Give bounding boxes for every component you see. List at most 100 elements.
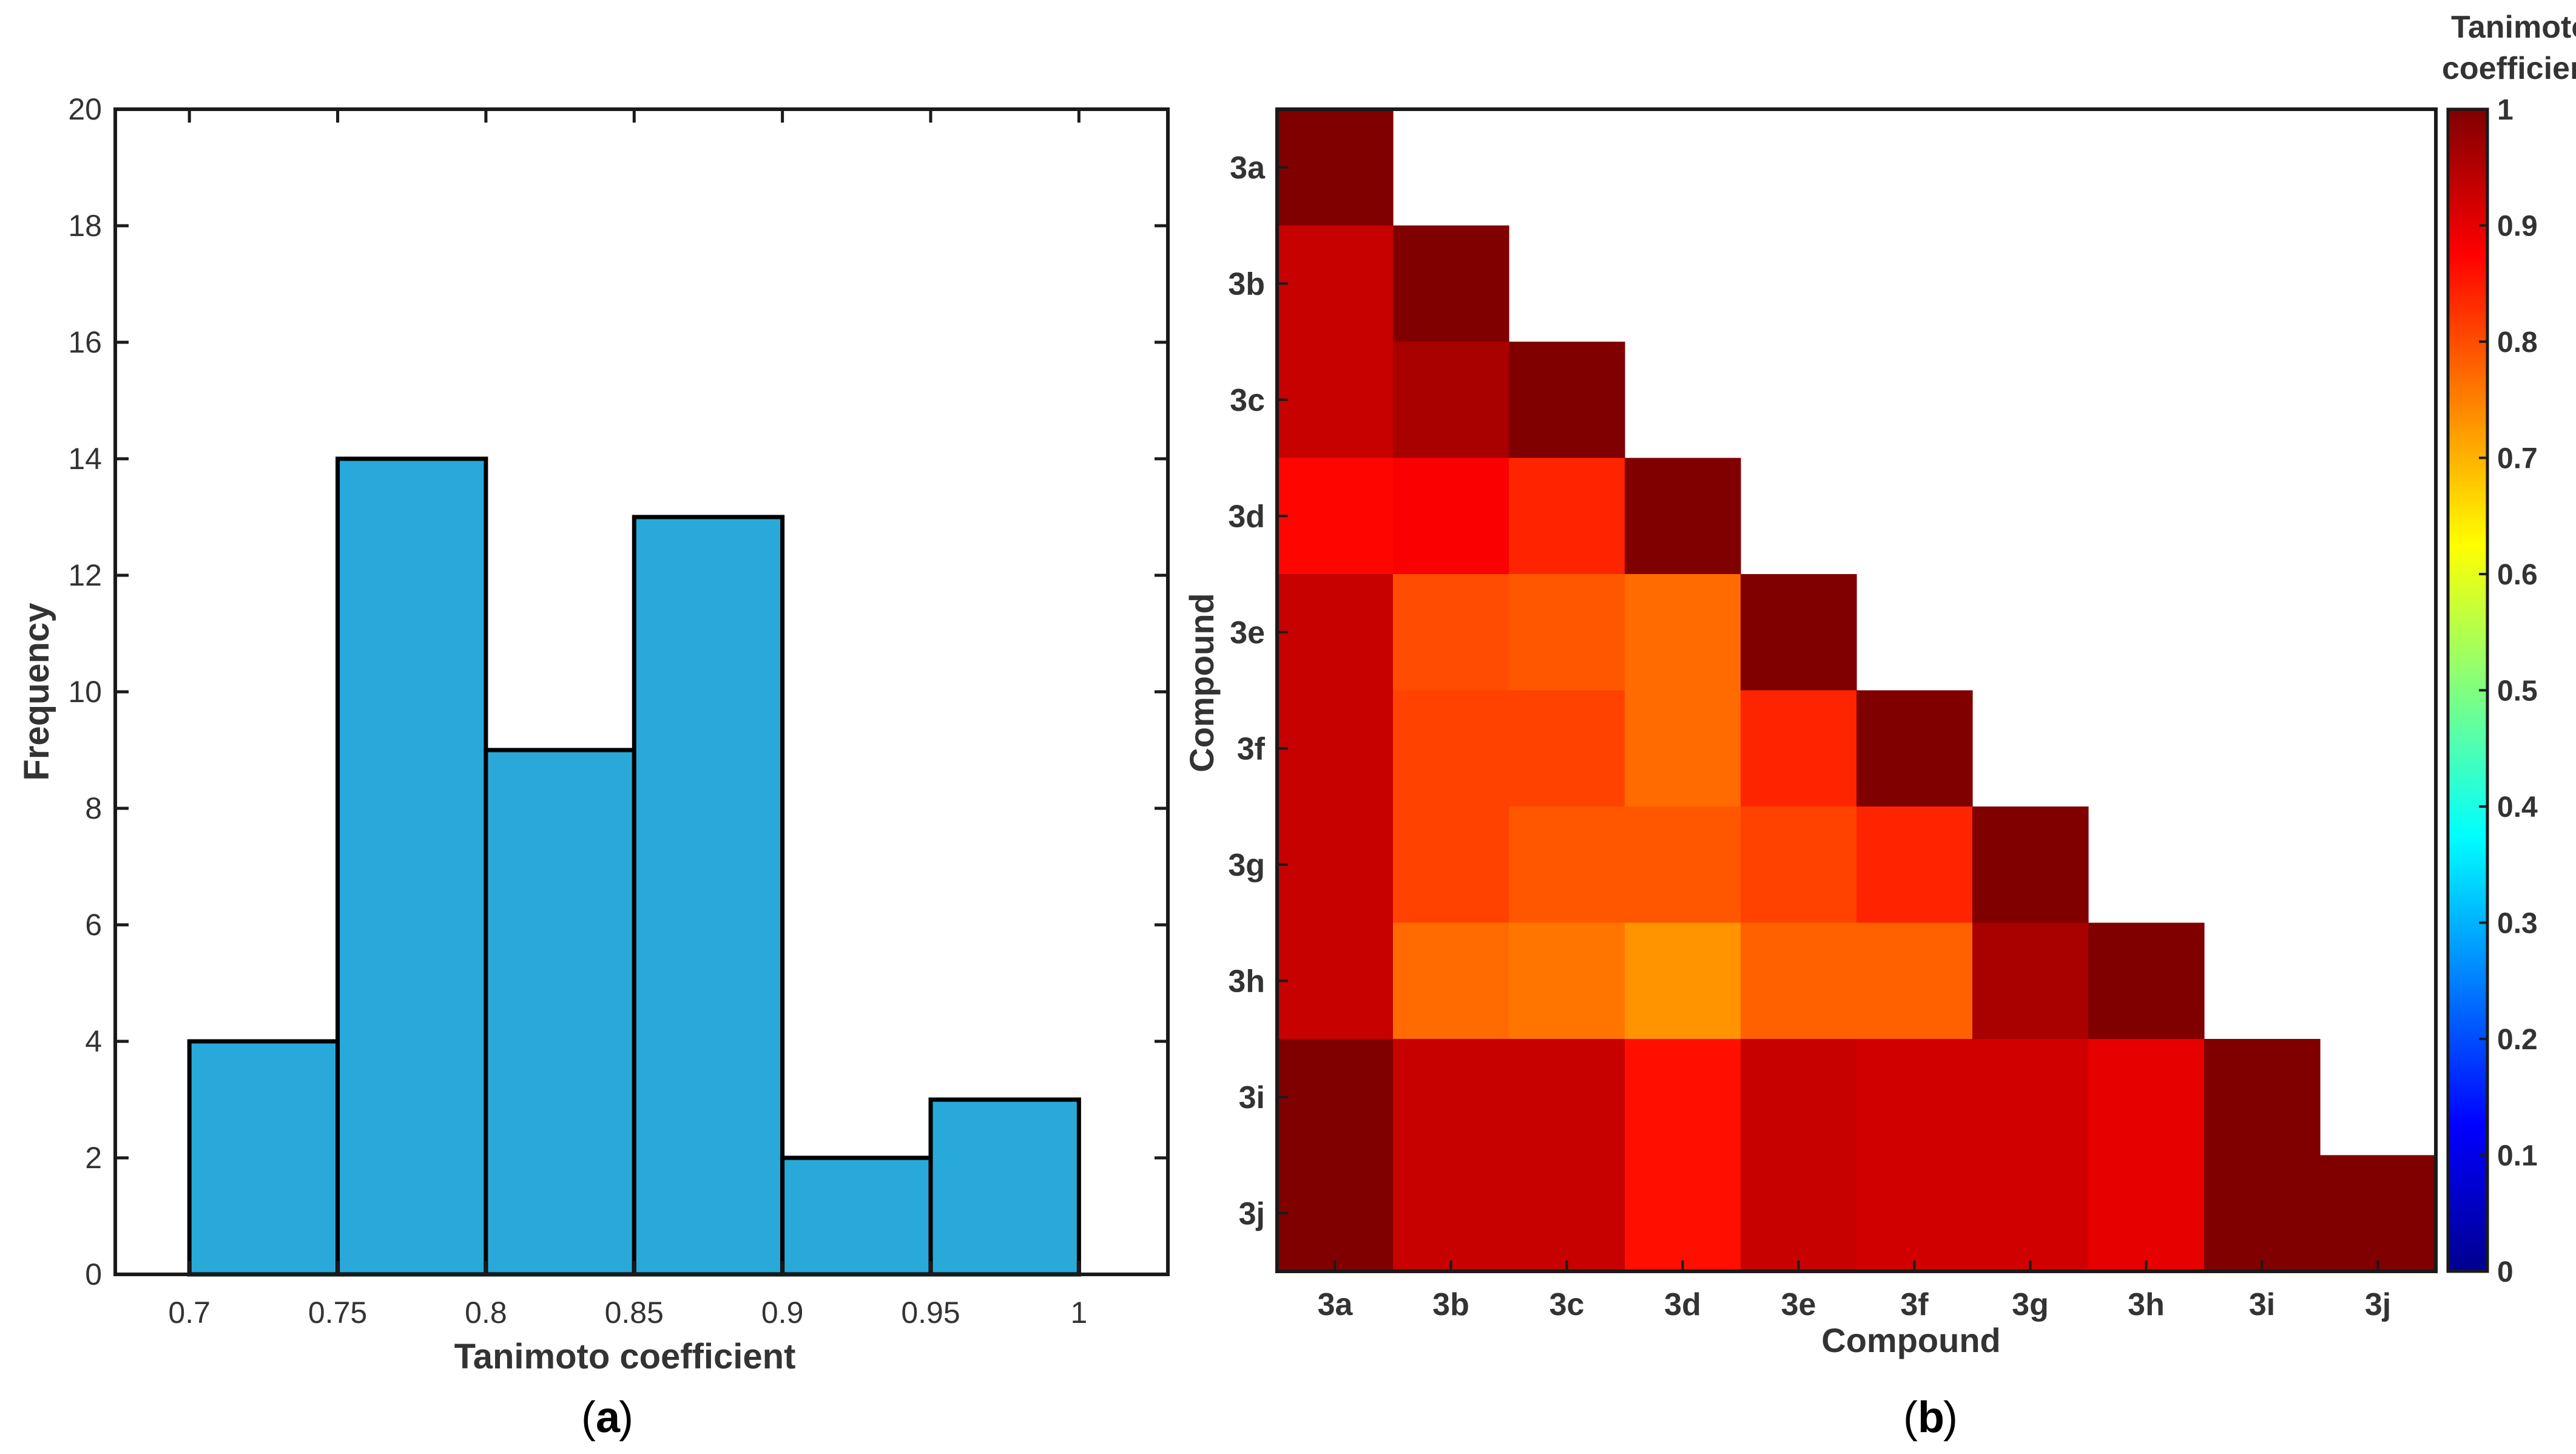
- colorbar-tick-label: 0.8: [2497, 326, 2538, 359]
- colorbar-title-line1: Tanimoto: [2451, 10, 2576, 45]
- heatmap-cell: [1509, 1155, 1625, 1272]
- heatmap-x-tick-label: 3i: [2249, 1287, 2275, 1322]
- heatmap-cell: [1393, 922, 1509, 1040]
- histogram-y-tick-label: 2: [85, 1141, 102, 1175]
- histogram-bar: [335, 456, 488, 1277]
- heatmap-panel: 3a 3a 3b 3b 3c 3c 3d 3d 3e 3e 3f 3f 3g 3g 3h 3h 3i 3i 3j 3j…: [1182, 10, 2576, 1442]
- colorbar-tick-label: 0.9: [2497, 211, 2538, 243]
- heatmap-cell: [1393, 225, 1509, 342]
- histogram-y-tick-label: 18: [68, 209, 102, 243]
- histogram-y-tick-label: 8: [85, 791, 102, 825]
- heatmap-y-tick-label: 3b: [1228, 266, 1265, 302]
- heatmap-y-axis-label: Compound: [1182, 593, 1221, 772]
- heatmap-cell: [1741, 574, 1857, 691]
- histogram-y-tick-label: 12: [68, 558, 102, 592]
- heatmap-cell: [1277, 342, 1394, 459]
- heatmap-y-tick-label: 3e: [1230, 615, 1265, 651]
- heatmap-cell: [1277, 458, 1394, 575]
- histogram-y-tick-label: 14: [68, 442, 102, 476]
- heatmap-cell: [1972, 1155, 2089, 1272]
- heatmap-cell: [1277, 922, 1394, 1040]
- histogram-y-axis-label: Frequency: [17, 603, 56, 780]
- heatmap-cell: [1972, 1039, 2089, 1156]
- heatmap-cell: [1277, 690, 1394, 807]
- heatmap-cells: [1277, 109, 2436, 1272]
- heatmap-y-tick-label: 3a: [1230, 150, 1266, 186]
- heatmap-y-tick-label: 3i: [1239, 1080, 1265, 1115]
- heatmap-y-tick-label: 3d: [1228, 499, 1265, 534]
- heatmap-cell: [1856, 690, 1973, 807]
- colorbar-tick-label: 0.4: [2497, 791, 2538, 823]
- heatmap-y-tick-label: 3f: [1237, 731, 1266, 766]
- heatmap-cell: [1625, 806, 1741, 924]
- histogram-bar: [632, 515, 785, 1277]
- heatmap-cell: [1625, 1039, 1741, 1156]
- heatmap-cell: [1277, 225, 1394, 342]
- panel-a-caption: ( a ): [581, 1393, 633, 1442]
- heatmap-cell: [1856, 806, 1973, 924]
- colorbar-tick-label: 0.6: [2497, 559, 2538, 591]
- histogram-bar: [484, 748, 636, 1277]
- heatmap-cell: [1625, 922, 1741, 1040]
- histogram-y-tick-label: 4: [85, 1024, 102, 1058]
- colorbar-tick-label: 0: [2497, 1256, 2514, 1288]
- histogram-x-tick-label: 0.9: [761, 1296, 804, 1330]
- heatmap-cell: [1625, 1155, 1741, 1272]
- colorbar-tick-label: 0.7: [2497, 443, 2538, 475]
- panel-b-letter: b: [1918, 1393, 1944, 1442]
- histogram-bar: [780, 1155, 933, 1277]
- heatmap-cell: [1509, 342, 1625, 459]
- heatmap-cell: [1277, 1039, 1394, 1156]
- heatmap-cell: [2088, 1039, 2205, 1156]
- histogram-x-tick-label: 0.7: [168, 1296, 211, 1330]
- heatmap-cell: [1509, 922, 1625, 1040]
- histogram-y-tick-label: 20: [68, 92, 102, 126]
- heatmap-x-tick-label: 3f: [1900, 1287, 1929, 1322]
- histogram-x-tick-label: 0.75: [308, 1296, 367, 1330]
- heatmap-axes-box: [1275, 107, 2438, 1273]
- heatmap-x-tick-label: 3d: [1664, 1287, 1701, 1322]
- panel-a-close-paren: ): [619, 1393, 633, 1442]
- heatmap-y-tick-label: 3h: [1228, 964, 1265, 999]
- heatmap-x-tick-label: 3b: [1432, 1287, 1469, 1322]
- heatmap-y-tick-label: 3j: [1239, 1196, 1265, 1231]
- heatmap-x-axis-label: Compound: [1821, 1321, 2000, 1359]
- histogram-x-tick-label: 0.8: [465, 1296, 507, 1330]
- heatmap-cell: [1741, 1039, 1857, 1156]
- heatmap-cell: [1972, 922, 2089, 1040]
- histogram-y-tick-label: 16: [68, 325, 102, 359]
- heatmap-cell: [1393, 1039, 1509, 1156]
- heatmap-cell: [1393, 806, 1509, 924]
- heatmap-cell: [2204, 1039, 2321, 1156]
- histogram-x-axis-label: Tanimoto coefficient: [454, 1337, 796, 1376]
- heatmap-x-tick-label: 3h: [2128, 1287, 2165, 1322]
- heatmap-cell: [2088, 1155, 2205, 1272]
- histogram-x-tick-label: 0.95: [901, 1296, 960, 1330]
- heatmap-cell: [1277, 1155, 1394, 1272]
- histogram-x-tick-label: 0.85: [605, 1296, 664, 1330]
- heatmap-cell: [1393, 1155, 1509, 1272]
- panel-a-letter: a: [596, 1393, 621, 1442]
- histogram-y-tick-label: 0: [85, 1257, 102, 1291]
- heatmap-cell: [2320, 1155, 2436, 1272]
- colorbar-tick-label: 1: [2497, 94, 2514, 126]
- heatmap-cell: [2204, 1155, 2321, 1272]
- heatmap-cell: [1625, 690, 1741, 807]
- heatmap-cell: [1393, 690, 1509, 807]
- colorbar-ticks: 0 0.1 0.2 0.3 0.4 0.5 0.6 0.7 0.8 0.9 1: [2479, 94, 2538, 1288]
- panel-b-caption: ( b ): [1903, 1393, 1958, 1442]
- heatmap-cell: [2088, 922, 2205, 1040]
- histogram-bar: [928, 1097, 1081, 1277]
- heatmap-cell: [1509, 806, 1625, 924]
- heatmap-cell: [1856, 1039, 1973, 1156]
- heatmap-cell: [1393, 458, 1509, 575]
- heatmap-cell: [1741, 922, 1857, 1040]
- colorbar-tick-label: 0.2: [2497, 1024, 2538, 1056]
- heatmap-cell: [1741, 1155, 1857, 1272]
- panel-a-open-paren: (: [581, 1393, 596, 1442]
- heatmap-x-tick-label: 3g: [2012, 1287, 2049, 1322]
- colorbar-tick-label: 0.3: [2497, 908, 2538, 940]
- heatmap-x-tick-label: 3a: [1318, 1287, 1354, 1322]
- colorbar-title-line2: coefficient: [2442, 51, 2576, 86]
